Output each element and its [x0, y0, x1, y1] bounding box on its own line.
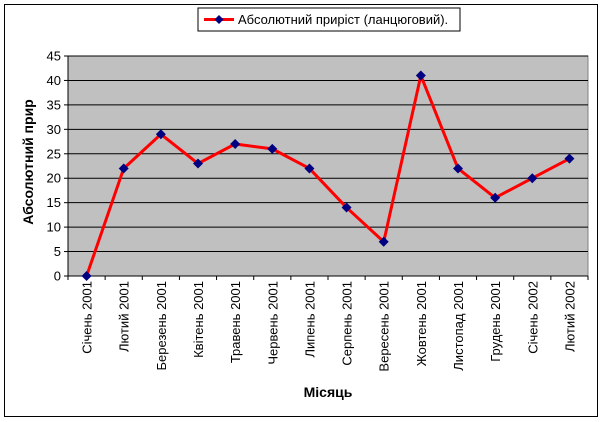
- data-point: [230, 139, 241, 149]
- data-point: [193, 158, 203, 169]
- data-point: [304, 163, 315, 174]
- x-tick-label: Травень 2001: [228, 281, 243, 363]
- x-tick-label: Грудень 2001: [488, 281, 503, 362]
- x-tick-label: Жовтень 2001: [414, 281, 429, 366]
- legend-marker-swatch: [214, 15, 224, 24]
- x-axis: Січень 2001 Лютий 2001 Березень 2001 Квітен…: [67, 275, 589, 372]
- y-tick-label: 35: [47, 97, 61, 112]
- x-tick-label: Січень 2002: [525, 281, 540, 354]
- data-point: [81, 271, 92, 281]
- y-tick-label: 40: [47, 73, 61, 88]
- data-point: [118, 163, 129, 174]
- y-tick-label: 5: [54, 244, 61, 259]
- grid-lines: [68, 55, 588, 253]
- data-point: [453, 163, 463, 174]
- y-tick-label: 30: [47, 122, 61, 137]
- y-axis-title: Абсолютний прир: [20, 99, 36, 224]
- data-point: [267, 143, 278, 154]
- x-tick-label: Лютий 2002: [562, 281, 577, 352]
- legend-label: Абсолютний приріст (ланцюговий).: [238, 12, 448, 27]
- x-tick-label: Квітень 2001: [191, 281, 206, 358]
- x-tick-label: Вересень 2001: [377, 281, 392, 372]
- x-tick-label: Лютий 2001: [117, 281, 132, 352]
- series-line: [85, 74, 571, 277]
- data-point: [341, 202, 352, 213]
- y-tick-label: 10: [47, 220, 61, 235]
- data-point: [527, 173, 538, 184]
- x-axis-title: Місяць: [304, 384, 353, 400]
- data-point: [155, 129, 166, 140]
- y-tick-label: 20: [47, 171, 61, 186]
- data-point: [378, 236, 389, 247]
- y-tick-label: 25: [47, 146, 61, 161]
- data-point: [564, 153, 575, 164]
- x-tick-label: Серпень 2001: [340, 281, 355, 366]
- y-tick-label: 0: [54, 269, 61, 284]
- y-axis: 0 5 10 15 20 25 30 35 40 45: [47, 49, 69, 284]
- data-point: [490, 192, 501, 203]
- series-layer: [81, 70, 575, 281]
- legend-box: [197, 7, 461, 32]
- x-tick-label: Червень 2001: [265, 281, 280, 365]
- plot-area: [67, 55, 589, 277]
- y-tick-label: 15: [47, 195, 61, 210]
- legend: Абсолютний приріст (ланцюговий).: [197, 7, 461, 32]
- x-tick-label: Липень 2001: [302, 281, 317, 358]
- data-point: [415, 70, 426, 81]
- y-tick-label: 45: [47, 49, 61, 64]
- x-tick-label: Січень 2001: [80, 281, 95, 354]
- x-tick-label: Березень 2001: [154, 281, 169, 370]
- x-tick-label: Листопад 2001: [451, 281, 466, 371]
